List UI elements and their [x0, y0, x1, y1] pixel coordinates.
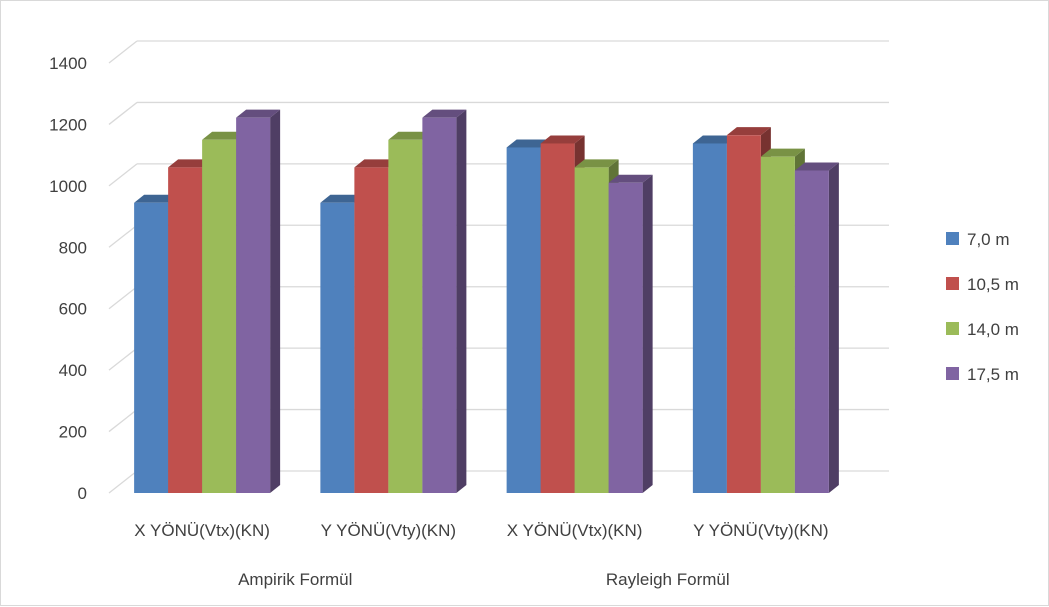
x-axis: X YÖNÜ(Vtx)(KN) Y YÖNÜ(Vty)(KN) X YÖNÜ(Vtx…	[134, 521, 828, 589]
bar-top	[134, 194, 179, 203]
bar-side	[456, 109, 467, 494]
legend-swatch	[946, 367, 959, 380]
y-tick-label: 200	[59, 423, 87, 442]
bar-side	[642, 174, 653, 494]
y-tick-label: 0	[78, 484, 87, 503]
bar	[422, 117, 457, 494]
bar-top	[202, 131, 247, 140]
x-group-label: Ampirik Formül	[238, 570, 352, 589]
x-group-label: Rayleigh Formül	[606, 570, 730, 589]
bar	[168, 167, 203, 493]
bar-top	[794, 162, 839, 171]
bar-side	[270, 109, 281, 494]
legend: 7,0 m 10,5 m 14,0 m 17,5 m	[946, 230, 1019, 384]
bar-top	[726, 127, 771, 136]
gridline-diagonal	[108, 286, 138, 310]
bar	[760, 156, 795, 493]
bar-top	[354, 159, 399, 168]
x-category-label: Y YÖNÜ(Vty)(KN)	[321, 521, 456, 540]
bar	[202, 139, 237, 494]
gridline-diagonal	[108, 347, 138, 371]
legend-label: 14,0 m	[967, 320, 1019, 339]
bar-top	[608, 174, 653, 183]
bar	[320, 202, 355, 493]
bar	[794, 170, 829, 493]
gridline-diagonal	[108, 224, 138, 248]
bar	[726, 135, 761, 493]
y-tick-label: 600	[59, 300, 87, 319]
gridline-diagonal	[108, 470, 138, 494]
bar-top	[574, 159, 619, 168]
gridline-diagonal	[108, 163, 138, 187]
bar	[574, 167, 609, 493]
bar	[134, 202, 169, 493]
bar-top	[236, 109, 281, 118]
bar	[608, 182, 643, 494]
legend-label: 17,5 m	[967, 365, 1019, 384]
gridline-diagonal	[108, 409, 138, 433]
bar-top	[422, 109, 467, 118]
bar	[506, 147, 541, 493]
legend-label: 10,5 m	[967, 275, 1019, 294]
bar-top	[760, 148, 805, 157]
y-axis: 0 200 400 600 800 1000 1200 1400	[49, 54, 87, 503]
x-category-label: X YÖNÜ(Vtx)(KN)	[507, 521, 643, 540]
x-category-label: Y YÖNÜ(Vty)(KN)	[693, 521, 828, 540]
bar	[540, 143, 575, 493]
gridline-diagonal	[108, 40, 138, 64]
gridline-diagonal	[108, 101, 138, 125]
legend-swatch	[946, 277, 959, 290]
legend-swatch	[946, 232, 959, 245]
y-tick-label: 800	[59, 238, 87, 257]
x-category-label: X YÖNÜ(Vtx)(KN)	[134, 521, 270, 540]
bar-top	[168, 159, 213, 168]
bar-top	[540, 135, 585, 144]
y-tick-label: 400	[59, 361, 87, 380]
bar	[236, 117, 271, 494]
y-tick-label: 1400	[49, 54, 87, 73]
bar-top	[320, 194, 365, 203]
bar-top	[388, 131, 433, 140]
y-tick-label: 1000	[49, 177, 87, 196]
bar	[354, 167, 389, 493]
legend-swatch	[946, 322, 959, 335]
bar-top	[506, 139, 551, 148]
bar-top	[692, 135, 737, 144]
bars	[134, 109, 839, 494]
legend-label: 7,0 m	[967, 230, 1010, 249]
bar	[692, 143, 727, 493]
bar	[388, 139, 423, 494]
y-tick-label: 1200	[49, 115, 87, 134]
bar-side	[828, 162, 839, 493]
